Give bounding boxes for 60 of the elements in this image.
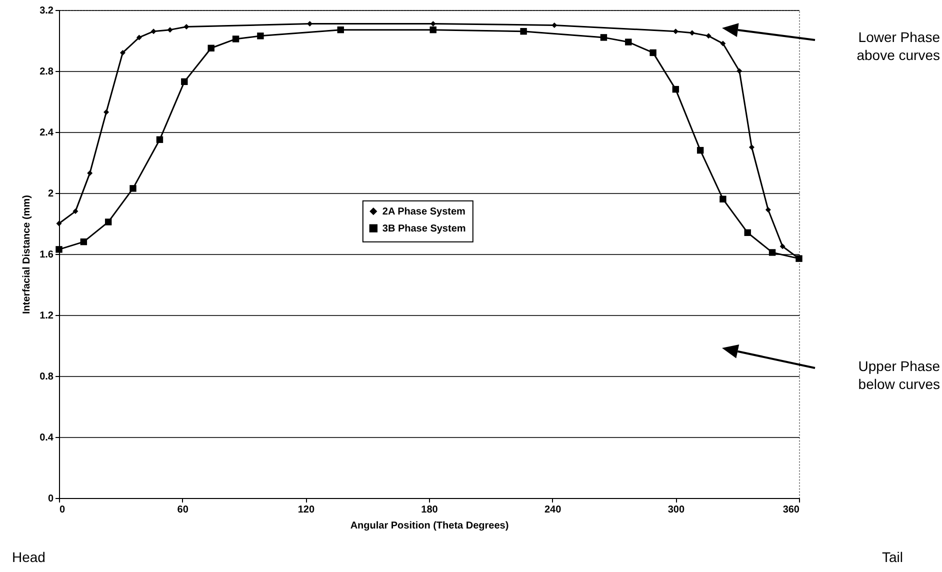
point	[689, 30, 695, 36]
x-tick-label: 120	[298, 504, 315, 516]
point	[130, 185, 136, 192]
y-axis-title: Interfacial Distance (mm)	[22, 195, 33, 314]
point	[744, 229, 751, 236]
point	[120, 50, 126, 56]
y-tick-label: 1.6	[40, 250, 54, 260]
point	[720, 40, 726, 46]
point	[520, 28, 527, 35]
x-tick-label: 360	[782, 504, 800, 516]
point	[104, 218, 112, 226]
point	[780, 244, 786, 250]
text: Tail	[882, 548, 904, 566]
point	[337, 26, 344, 34]
point	[696, 146, 704, 154]
point	[104, 109, 110, 115]
point	[600, 34, 608, 41]
point	[736, 68, 742, 74]
point	[765, 207, 771, 213]
point	[430, 26, 436, 34]
y-tick-label: 0.8	[40, 372, 54, 382]
y-tick-label: 2	[48, 188, 54, 200]
text: Upper Phase below curves	[857, 357, 940, 393]
x-tick-label: 240	[544, 504, 562, 516]
text: Lower Phase above curves	[856, 28, 940, 64]
point	[150, 28, 156, 34]
point	[72, 208, 78, 214]
y-tick-label: 2.4	[40, 128, 54, 138]
legend-label: 3B Phase System	[382, 223, 466, 234]
point	[720, 196, 726, 202]
point	[80, 238, 88, 246]
point	[136, 34, 142, 40]
y-tick-label: 0	[48, 494, 54, 504]
point	[232, 36, 240, 42]
point	[257, 32, 264, 40]
legend-label: 2A Phase System	[382, 206, 466, 218]
point	[208, 44, 214, 52]
point	[167, 27, 173, 33]
point	[768, 249, 776, 256]
y-tick-label: 0.4	[40, 432, 54, 444]
x-tick-label: 0	[60, 504, 66, 516]
x-axis-title: Angular Position (Theta Degrees)	[350, 520, 509, 532]
point	[184, 24, 190, 30]
point	[748, 144, 754, 150]
point	[672, 86, 680, 93]
y-tick-label: 3.2	[40, 6, 54, 16]
point	[625, 38, 632, 46]
point	[56, 220, 62, 226]
x-tick-label: 300	[668, 504, 685, 516]
point	[552, 22, 558, 28]
text: Head	[12, 548, 46, 566]
point	[181, 78, 188, 86]
x-tick-label: 60	[177, 504, 189, 516]
y-tick-label: 2.8	[40, 66, 54, 78]
point	[650, 49, 656, 56]
point	[706, 33, 712, 39]
point	[87, 170, 93, 176]
y-tick-label: 1.2	[40, 310, 54, 322]
x-tick-label: 180	[421, 504, 438, 516]
point	[156, 136, 164, 143]
